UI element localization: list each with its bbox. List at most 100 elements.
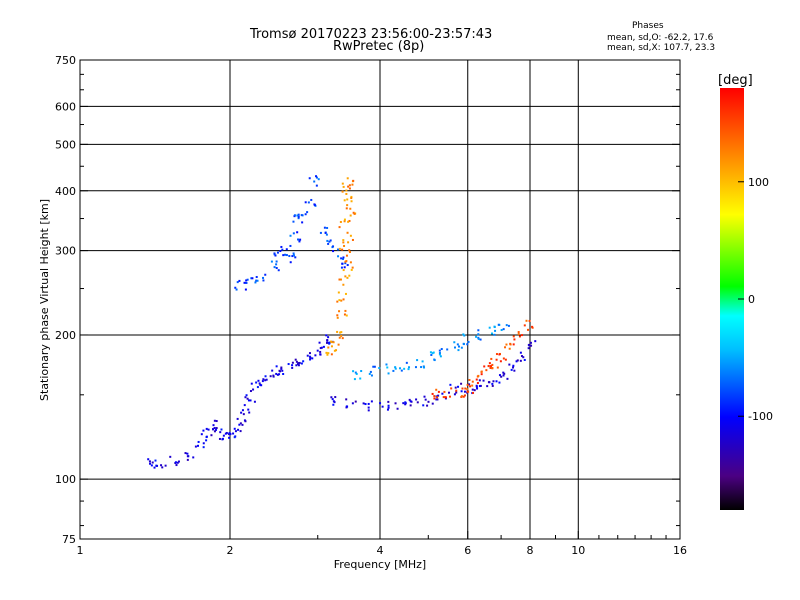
data-point: [256, 279, 259, 282]
data-point: [345, 207, 348, 210]
data-point: [471, 380, 474, 383]
data-point: [354, 371, 357, 374]
data-point: [513, 338, 516, 341]
data-point: [253, 400, 256, 403]
data-point: [341, 182, 344, 185]
data-point: [282, 373, 285, 376]
data-point: [523, 324, 526, 327]
data-point: [477, 374, 480, 377]
data-point: [194, 445, 197, 448]
data-point: [476, 381, 479, 384]
data-point: [330, 396, 333, 399]
y-tick-label: 400: [55, 185, 76, 198]
data-point: [296, 214, 299, 217]
data-point: [387, 400, 390, 403]
data-point: [318, 341, 321, 344]
data-point: [399, 367, 402, 370]
data-point: [175, 464, 178, 467]
data-point: [439, 355, 442, 358]
data-point: [402, 402, 405, 405]
data-point: [505, 343, 508, 346]
data-point: [346, 177, 349, 180]
data-point: [454, 386, 457, 389]
data-point: [431, 352, 434, 355]
data-point: [386, 366, 389, 369]
phases-x-stats: mean, sd,X: 107.7, 23.3: [607, 43, 716, 53]
data-point: [264, 273, 267, 276]
data-point: [301, 221, 304, 224]
data-point: [344, 275, 347, 278]
data-point: [464, 387, 467, 390]
data-point: [473, 389, 476, 392]
y-tick-label: 600: [55, 100, 76, 113]
data-point: [408, 366, 411, 369]
data-point: [345, 192, 348, 195]
data-point: [272, 375, 275, 378]
data-point: [468, 383, 471, 386]
x-tick-label: 16: [673, 544, 687, 557]
y-tick-label: 100: [55, 473, 76, 486]
data-point: [292, 252, 295, 255]
data-point: [317, 178, 320, 181]
data-point: [169, 455, 172, 458]
data-point: [332, 245, 335, 248]
data-point: [469, 385, 472, 388]
data-point: [258, 382, 261, 385]
data-point: [422, 365, 425, 368]
data-point: [373, 365, 376, 368]
data-point: [234, 430, 237, 433]
data-point: [279, 250, 282, 253]
data-point: [316, 349, 319, 352]
colorbar-tick-label: -100: [748, 410, 773, 423]
data-point: [243, 419, 246, 422]
data-point: [205, 427, 208, 430]
data-point: [348, 249, 351, 252]
data-point: [520, 355, 523, 358]
data-point: [394, 367, 397, 370]
data-point: [458, 345, 461, 348]
x-axis-label: Frequency [MHz]: [334, 558, 426, 571]
data-point: [244, 396, 247, 399]
data-point: [498, 381, 501, 384]
data-point: [148, 460, 151, 463]
data-point: [309, 356, 312, 359]
data-point: [306, 211, 309, 214]
data-point: [502, 357, 505, 360]
data-point: [213, 419, 216, 422]
data-point: [341, 248, 344, 251]
data-point: [246, 397, 249, 400]
data-point: [498, 374, 501, 377]
data-point: [327, 242, 330, 245]
data-point: [262, 279, 265, 282]
x-axis: 1 2 4 6 8 10 16: [77, 531, 687, 557]
colorbar: [deg] 100 0 -100: [718, 73, 773, 510]
data-point: [493, 326, 496, 329]
data-point: [221, 438, 224, 441]
data-point: [332, 250, 335, 253]
data-point: [497, 323, 500, 326]
data-point: [255, 279, 258, 282]
data-point: [240, 411, 243, 414]
data-point: [244, 288, 247, 291]
data-point: [523, 358, 526, 361]
data-point: [503, 372, 506, 375]
data-point: [275, 267, 278, 270]
data-point: [153, 466, 156, 469]
data-point: [444, 396, 447, 399]
data-point: [314, 354, 317, 357]
data-point: [213, 430, 216, 433]
data-point: [275, 260, 278, 263]
data-point: [205, 435, 208, 438]
data-point: [284, 253, 287, 256]
data-point: [319, 350, 322, 353]
data-point: [304, 213, 307, 216]
data-point: [491, 332, 494, 335]
data-point: [515, 360, 518, 363]
data-point: [297, 217, 300, 220]
data-point: [291, 366, 294, 369]
x-tick-label: 2: [227, 544, 234, 557]
data-point: [310, 198, 313, 201]
data-point: [337, 291, 340, 294]
data-point: [164, 464, 167, 467]
data-point: [437, 390, 440, 393]
